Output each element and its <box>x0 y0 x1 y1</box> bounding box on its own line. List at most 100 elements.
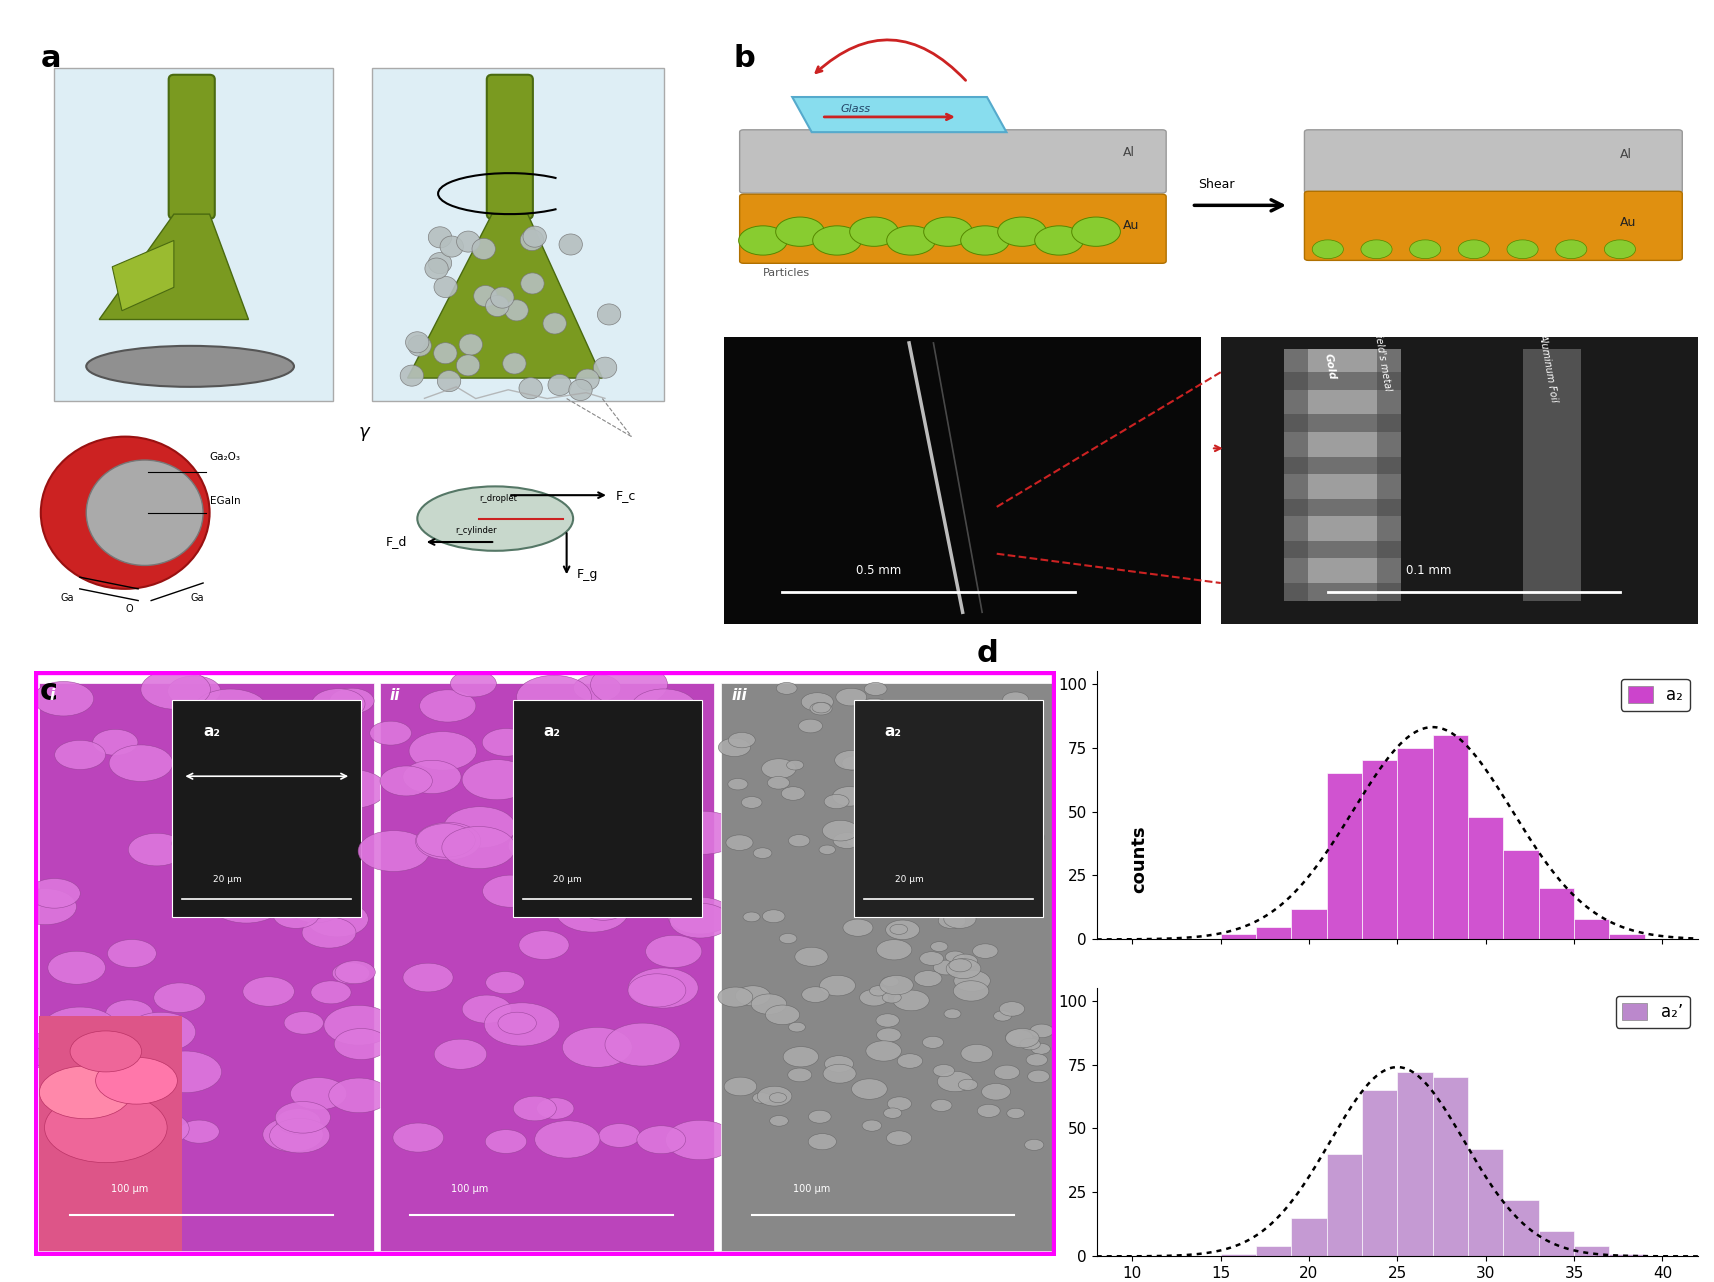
Circle shape <box>434 277 458 297</box>
Circle shape <box>237 801 305 840</box>
Circle shape <box>324 1005 393 1045</box>
Circle shape <box>130 1111 189 1146</box>
Circle shape <box>456 355 480 376</box>
Circle shape <box>962 746 987 760</box>
Circle shape <box>543 313 566 335</box>
Bar <box>34 408 684 624</box>
Circle shape <box>991 853 1016 868</box>
Text: a: a <box>41 45 62 73</box>
Circle shape <box>127 1013 195 1053</box>
Circle shape <box>728 732 754 747</box>
Circle shape <box>867 901 886 913</box>
Circle shape <box>596 304 620 326</box>
Circle shape <box>559 233 583 255</box>
Circle shape <box>1603 240 1635 259</box>
Circle shape <box>417 823 475 858</box>
Circle shape <box>794 947 828 967</box>
Circle shape <box>333 963 370 985</box>
Bar <box>1573 1246 1608 1256</box>
Circle shape <box>209 749 285 791</box>
Bar <box>723 38 1697 331</box>
Circle shape <box>579 787 631 818</box>
Circle shape <box>168 676 221 706</box>
Circle shape <box>881 992 902 1003</box>
Circle shape <box>425 258 447 279</box>
Text: F_c: F_c <box>615 488 636 501</box>
Circle shape <box>471 238 495 259</box>
Circle shape <box>405 332 428 353</box>
Circle shape <box>243 977 295 1006</box>
Circle shape <box>173 881 221 908</box>
Circle shape <box>631 688 696 727</box>
Circle shape <box>94 1028 147 1058</box>
Circle shape <box>548 374 571 396</box>
Circle shape <box>960 226 1010 255</box>
Circle shape <box>403 760 461 794</box>
Circle shape <box>958 1079 977 1091</box>
Circle shape <box>567 773 626 806</box>
Circle shape <box>1071 217 1119 246</box>
Circle shape <box>39 1067 132 1119</box>
Circle shape <box>562 1027 632 1068</box>
Bar <box>1431 735 1467 940</box>
Bar <box>53 68 333 401</box>
Bar <box>1220 1254 1255 1256</box>
Circle shape <box>735 986 770 1006</box>
Circle shape <box>334 960 375 983</box>
Legend: a₂: a₂ <box>1620 679 1688 710</box>
Circle shape <box>593 358 617 378</box>
Circle shape <box>977 1104 999 1118</box>
Text: Al: Al <box>1620 149 1632 162</box>
Bar <box>1431 1077 1467 1256</box>
Circle shape <box>579 892 627 920</box>
Circle shape <box>1023 1140 1044 1150</box>
Bar <box>372 68 663 401</box>
Circle shape <box>473 286 497 306</box>
Text: a₂: a₂ <box>884 723 902 738</box>
Circle shape <box>420 690 475 722</box>
Bar <box>1397 1072 1431 1256</box>
Circle shape <box>848 217 898 246</box>
Circle shape <box>857 699 890 717</box>
Circle shape <box>399 365 423 386</box>
Circle shape <box>943 1009 960 1019</box>
Bar <box>1467 1149 1503 1256</box>
Circle shape <box>444 806 516 847</box>
Text: Au: Au <box>1620 215 1635 228</box>
Text: r_cylinder: r_cylinder <box>454 526 497 535</box>
FancyBboxPatch shape <box>168 74 214 219</box>
Text: 0.1 mm: 0.1 mm <box>1405 564 1450 577</box>
FancyBboxPatch shape <box>487 74 533 219</box>
Circle shape <box>288 891 343 923</box>
Circle shape <box>869 986 886 996</box>
Circle shape <box>566 723 608 747</box>
Circle shape <box>994 1065 1020 1079</box>
Circle shape <box>521 273 543 294</box>
Circle shape <box>96 1058 177 1104</box>
Circle shape <box>615 767 686 806</box>
Bar <box>720 682 1054 1250</box>
Bar <box>1573 919 1608 940</box>
Bar <box>1537 1231 1573 1256</box>
Circle shape <box>727 778 747 790</box>
Circle shape <box>776 682 797 695</box>
Text: 0.5 mm: 0.5 mm <box>855 564 900 577</box>
FancyBboxPatch shape <box>1304 129 1681 194</box>
Circle shape <box>831 787 866 806</box>
Circle shape <box>879 976 914 995</box>
Circle shape <box>898 722 919 733</box>
Circle shape <box>564 853 612 879</box>
Circle shape <box>171 829 218 856</box>
Circle shape <box>807 1110 831 1123</box>
Circle shape <box>943 910 975 928</box>
Circle shape <box>63 1035 134 1074</box>
Circle shape <box>583 832 641 865</box>
Bar <box>1397 747 1431 940</box>
Bar <box>1361 1090 1397 1256</box>
Circle shape <box>876 1028 900 1042</box>
Circle shape <box>800 692 833 712</box>
Circle shape <box>456 231 480 253</box>
Bar <box>39 1017 182 1250</box>
Circle shape <box>766 777 788 790</box>
Circle shape <box>919 951 943 965</box>
